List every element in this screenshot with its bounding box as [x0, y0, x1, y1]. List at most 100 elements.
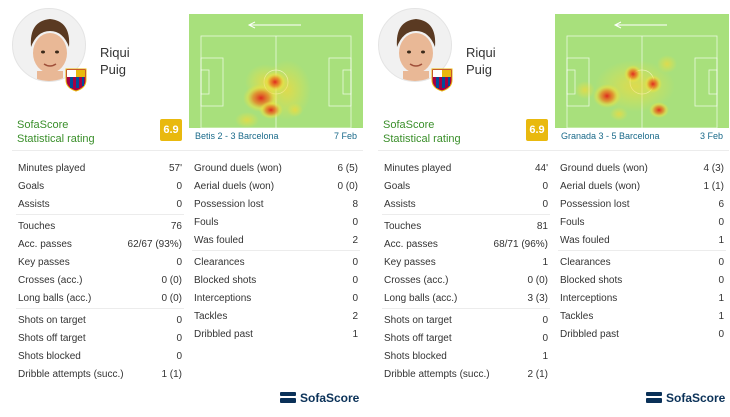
stats-column: Minutes played 44' Goals 0 Assists 0 Touches 81…	[382, 160, 550, 384]
stat-value: 1	[542, 257, 548, 268]
stat-value: 6 (5)	[337, 163, 358, 174]
stat-label: Dribbled past	[194, 329, 253, 340]
stat-row: Shots off target 0	[384, 330, 548, 348]
divider	[378, 150, 729, 151]
stat-value: 68/71 (96%)	[493, 239, 548, 250]
stat-value: 0	[718, 217, 724, 228]
stat-row: Dribble attempts (succ.) 2 (1)	[384, 366, 548, 384]
stat-value: 0	[352, 217, 358, 228]
stat-value: 0	[176, 315, 182, 326]
stat-value: 0	[718, 257, 724, 268]
match-info[interactable]: Granada 3 - 5 Barcelona 3 Feb	[555, 128, 729, 144]
stat-row: Blocked shots 0	[194, 272, 358, 290]
stat-row: Crosses (acc.) 0 (0)	[18, 272, 182, 290]
match-date: 7 Feb	[333, 131, 357, 141]
stat-label: Acc. passes	[384, 239, 438, 250]
stat-label: Tackles	[194, 311, 228, 322]
stat-label: Key passes	[18, 257, 70, 268]
stat-row: Shots blocked 1	[384, 348, 548, 366]
stat-row: Clearances 0	[194, 254, 358, 272]
stat-row: Interceptions 0	[194, 290, 358, 308]
stat-label: Shots on target	[18, 315, 86, 326]
stat-row: Was fouled 2	[194, 232, 358, 250]
stat-value: 1 (1)	[703, 181, 724, 192]
stat-label: Dribble attempts (succ.)	[18, 369, 124, 380]
stat-row: Key passes 0	[18, 254, 182, 272]
stat-value: 4 (3)	[703, 163, 724, 174]
divider	[12, 150, 363, 151]
stat-row: Fouls 0	[194, 214, 358, 232]
stat-value: 1 (1)	[161, 369, 182, 380]
stat-row: Long balls (acc.) 3 (3)	[384, 290, 548, 308]
stats-group-divider	[192, 250, 360, 254]
stat-label: Assists	[384, 199, 416, 210]
stat-row: Possession lost 8	[194, 196, 358, 214]
stat-label: Shots blocked	[18, 351, 81, 362]
stat-row: Possession lost 6	[560, 196, 724, 214]
heatmap: Granada 3 - 5 Barcelona 3 Feb	[555, 14, 729, 144]
stat-row: Fouls 0	[560, 214, 724, 232]
match-score: Betis 2 - 3 Barcelona	[195, 131, 279, 141]
player-card-granada: Riqui Puig SofaScore Statistical rating …	[374, 0, 729, 417]
match-score: Granada 3 - 5 Barcelona	[561, 131, 660, 141]
stat-row: Goals 0	[18, 178, 182, 196]
stat-value: 0	[176, 351, 182, 362]
stats-group-divider	[382, 214, 550, 218]
stat-row: Clearances 0	[560, 254, 724, 272]
stat-row: Key passes 1	[384, 254, 548, 272]
stat-row: Acc. passes 62/67 (93%)	[18, 236, 182, 254]
player-name: Riqui Puig	[466, 45, 496, 77]
stat-value: 8	[352, 199, 358, 210]
stat-row: Shots on target 0	[384, 312, 548, 330]
stat-value: 0	[176, 333, 182, 344]
stat-label: Key passes	[384, 257, 436, 268]
stat-row: Blocked shots 0	[560, 272, 724, 290]
stat-label: Shots off target	[384, 333, 452, 344]
stat-row: Ground duels (won) 6 (5)	[194, 160, 358, 178]
stat-value: 0	[352, 257, 358, 268]
stat-label: Crosses (acc.)	[18, 275, 83, 286]
stat-row: Assists 0	[18, 196, 182, 214]
match-info[interactable]: Betis 2 - 3 Barcelona 7 Feb	[189, 128, 363, 144]
stat-row: Dribbled past 1	[194, 326, 358, 344]
player-name: Riqui Puig	[100, 45, 130, 77]
stat-value: 0	[352, 275, 358, 286]
stat-label: Was fouled	[560, 235, 610, 246]
stat-label: Assists	[18, 199, 50, 210]
stat-label: Fouls	[194, 217, 219, 228]
stat-value: 0	[718, 329, 724, 340]
stat-value: 76	[170, 221, 182, 232]
stat-label: Was fouled	[194, 235, 244, 246]
stat-value: 0	[542, 199, 548, 210]
stat-label: Possession lost	[560, 199, 630, 210]
stat-value: 2	[352, 311, 358, 322]
stat-row: Assists 0	[384, 196, 548, 214]
stats-group-divider	[382, 308, 550, 312]
stat-row: Long balls (acc.) 0 (0)	[18, 290, 182, 308]
stat-value: 62/67 (93%)	[127, 239, 182, 250]
stat-value: 81	[536, 221, 548, 232]
player-card-betis: Riqui Puig SofaScore Statistical rating …	[8, 0, 363, 417]
stat-label: Shots off target	[18, 333, 86, 344]
stat-row: Dribbled past 0	[560, 326, 724, 344]
stat-label: Touches	[18, 221, 56, 232]
sofascore-logo: SofaScore	[646, 391, 725, 407]
stats-column: Ground duels (won) 4 (3) Aerial duels (won…	[558, 160, 726, 344]
stat-value: 0	[176, 199, 182, 210]
stat-row: Minutes played 44'	[384, 160, 548, 178]
stat-label: Clearances	[194, 257, 245, 268]
stat-row: Shots on target 0	[18, 312, 182, 330]
stat-value: 1	[718, 235, 724, 246]
stat-row: Crosses (acc.) 0 (0)	[384, 272, 548, 290]
stat-value: 2	[352, 235, 358, 246]
stat-label: Blocked shots	[194, 275, 257, 286]
stat-label: Clearances	[560, 257, 611, 268]
stat-row: Acc. passes 68/71 (96%)	[384, 236, 548, 254]
rating-badge: 6.9	[526, 119, 548, 141]
stat-label: Goals	[18, 181, 45, 192]
stat-label: Goals	[384, 181, 411, 192]
stat-value: 0 (0)	[337, 181, 358, 192]
stat-row: Interceptions 1	[560, 290, 724, 308]
stat-value: 1	[542, 351, 548, 362]
stat-value: 0	[176, 181, 182, 192]
